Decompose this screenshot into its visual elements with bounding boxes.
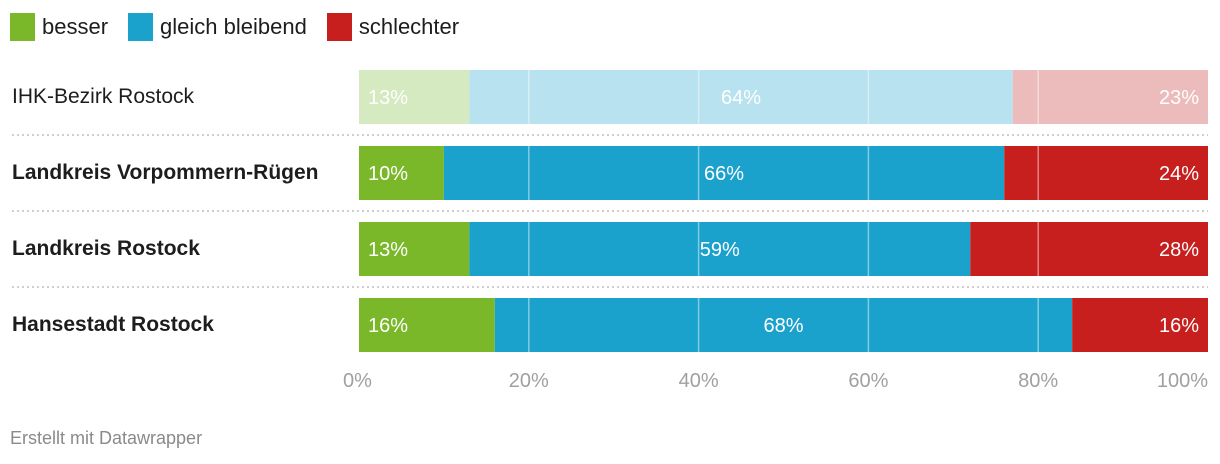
bar-segment-gleich-bleibend [469, 70, 1013, 124]
x-tick-label: 0% [343, 370, 372, 392]
legend-label: gleich bleibend [160, 14, 307, 39]
data-label: 16% [368, 315, 408, 337]
legend-item: schlechter [326, 13, 460, 41]
bar-segment-schlechter [970, 222, 1208, 276]
x-tick-label: 60% [848, 370, 888, 392]
row-label: Hansestadt Rostock [12, 313, 214, 336]
bar-segment-gleich-bleibend [494, 298, 1073, 352]
legend-swatch [326, 13, 352, 41]
bar-segment-besser [359, 222, 470, 276]
bar-segment-gleich-bleibend [443, 146, 1005, 200]
x-tick-label: 40% [679, 370, 719, 392]
data-label: 13% [368, 239, 408, 261]
bar-segment-gleich-bleibend [469, 222, 971, 276]
data-label: 23% [1159, 87, 1199, 109]
data-label: 28% [1159, 239, 1199, 261]
data-label: 64% [721, 87, 761, 109]
bar-segment-besser [359, 298, 495, 352]
row-label: Landkreis Rostock [12, 237, 200, 260]
data-label: 66% [704, 163, 744, 185]
legend-label: besser [42, 14, 109, 39]
data-label: 68% [763, 315, 803, 337]
x-tick-label: 80% [1018, 370, 1058, 392]
legend: besser gleich bleibend schlechter [10, 13, 479, 41]
footer-credit: Erstellt mit Datawrapper [10, 428, 203, 448]
legend-swatch [128, 13, 154, 41]
data-label: 24% [1159, 163, 1199, 185]
data-label: 59% [700, 239, 740, 261]
x-tick-label: 100% [1157, 370, 1208, 392]
row-label: Landkreis Vorpommern-Rügen [12, 161, 319, 184]
legend-item: gleich bleibend [128, 13, 307, 41]
bar-segment-schlechter [1072, 298, 1208, 352]
data-label: 13% [368, 87, 408, 109]
data-label: 16% [1159, 315, 1199, 337]
bar-segment-schlechter [1012, 70, 1208, 124]
row-label: IHK-Bezirk Rostock [12, 85, 195, 108]
legend-label: schlechter [358, 14, 460, 39]
bar-segment-besser [359, 146, 444, 200]
legend-item: besser [10, 13, 108, 41]
legend-swatch [10, 13, 35, 41]
bar-segment-besser [359, 70, 470, 124]
x-tick-label: 20% [509, 370, 549, 392]
bar-segment-schlechter [1004, 146, 1208, 200]
data-label: 10% [368, 163, 408, 185]
